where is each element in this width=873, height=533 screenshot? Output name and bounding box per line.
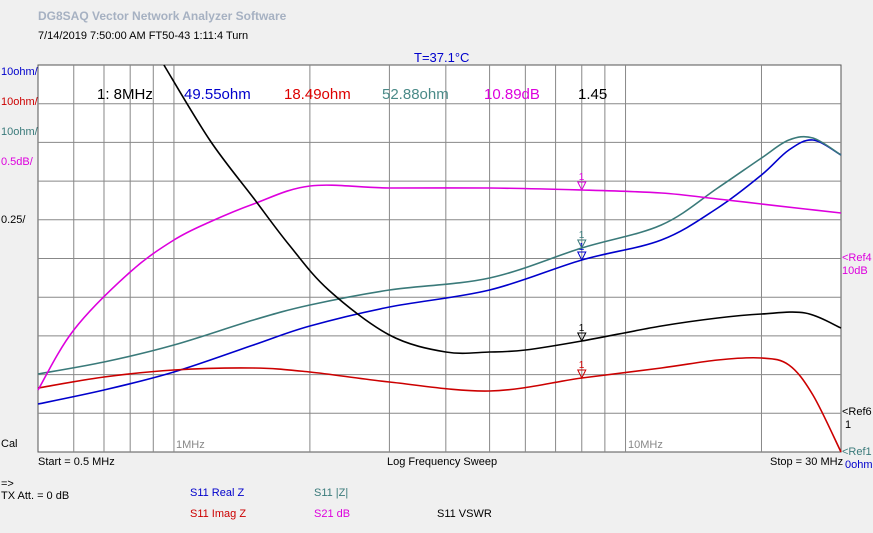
ref-bottom-label: <Ref1 xyxy=(842,446,872,458)
start-frequency: Start = 0.5 MHz xyxy=(38,456,115,468)
marker-triangle xyxy=(576,332,587,343)
ref6-value: 1 xyxy=(845,419,852,431)
marker-number: 1 xyxy=(579,323,585,334)
marker-triangle xyxy=(576,239,587,250)
legend-abs-z[interactable]: S11 |Z| xyxy=(314,487,349,499)
legend-real-z[interactable]: S11 Real Z xyxy=(190,487,245,499)
ref6-label: <Ref6 xyxy=(842,406,872,418)
legend-imag-z[interactable]: S11 Imag Z xyxy=(190,508,247,520)
series-line xyxy=(163,64,842,355)
marker-number: 1 xyxy=(579,230,585,241)
scale-label-abs-z: 10ohm/ xyxy=(1,126,38,138)
ref-bottom-value: 0ohm xyxy=(845,459,873,471)
plot-grid xyxy=(38,65,841,452)
marker-triangle xyxy=(576,251,587,262)
measurement-subtitle: 7/14/2019 7:50:00 AM FT50-43 1:11:4 Turn xyxy=(38,30,249,42)
series-line xyxy=(37,356,842,453)
series-line xyxy=(37,135,842,375)
legend-vswr[interactable]: S11 VSWR xyxy=(437,508,492,520)
temperature-readout: T=37.1°C xyxy=(414,50,470,65)
arrow-indicator: => xyxy=(1,478,14,490)
legend-s21-db[interactable]: S21 dB xyxy=(314,508,351,520)
series-line xyxy=(37,184,842,391)
cal-label: Cal xyxy=(1,438,18,450)
marker-frequency: 1: 8MHz xyxy=(97,86,153,103)
marker-number: 1 xyxy=(579,172,585,183)
sweep-mode: Log Frequency Sweep xyxy=(387,456,498,468)
marker-value-abs-z: 52.88ohm xyxy=(382,86,449,103)
marker-triangle xyxy=(576,181,587,192)
marker-value-imag-z: 18.49ohm xyxy=(284,86,351,103)
ref4-value: 10dB xyxy=(842,265,868,277)
scale-label-imag-z: 10ohm/ xyxy=(1,96,38,108)
marker-value-s21: 10.89dB xyxy=(484,86,540,103)
marker-value-real-z: 49.55ohm xyxy=(184,86,251,103)
marker-number: 1 xyxy=(579,360,585,371)
scale-label-s21-db: 0.5dB/ xyxy=(1,156,33,168)
marker-triangle xyxy=(576,369,587,380)
x-tick-label-1mhz: 1MHz xyxy=(176,439,205,451)
ref4-label: <Ref4 xyxy=(842,252,872,264)
stop-frequency: Stop = 30 MHz xyxy=(770,456,844,468)
tx-attenuation[interactable]: TX Att. = 0 dB xyxy=(1,490,70,502)
x-tick-label-10mhz: 10MHz xyxy=(628,439,663,451)
scale-label-vswr: 0.25/ xyxy=(1,214,26,226)
plot-curves xyxy=(37,64,842,453)
app-title: DG8SAQ Vector Network Analyzer Software xyxy=(38,9,287,23)
scale-label-real-z: 10ohm/ xyxy=(1,66,38,78)
marker-value-vswr: 1.45 xyxy=(578,86,608,103)
